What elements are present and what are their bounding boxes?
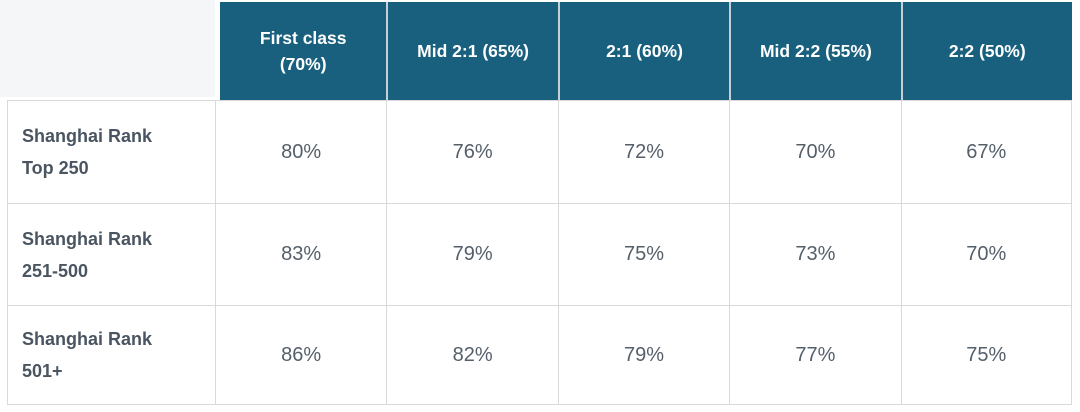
column-header-2-1: 2:1 (60%) bbox=[557, 2, 730, 100]
table-cell-value: 83% bbox=[215, 203, 387, 305]
table-cell-value: 70% bbox=[729, 100, 901, 203]
table-cell-value: 82% bbox=[386, 305, 558, 405]
table-cell-value: 75% bbox=[900, 305, 1072, 405]
table-cell-value: 73% bbox=[729, 203, 901, 305]
column-header-mid-2-1: Mid 2:1 (65%) bbox=[386, 2, 558, 100]
table-cell-value: 75% bbox=[557, 203, 730, 305]
table-cell-value: 67% bbox=[900, 100, 1072, 203]
row-label-251-500: Shanghai Rank 251-500 bbox=[7, 203, 215, 305]
table-corner-cell bbox=[0, 0, 215, 97]
table-cell-value: 72% bbox=[557, 100, 730, 203]
table-cell-value: 76% bbox=[386, 100, 558, 203]
row-label-501-plus: Shanghai Rank 501+ bbox=[7, 305, 215, 405]
table-cell-value: 79% bbox=[386, 203, 558, 305]
table-cell-value: 79% bbox=[557, 305, 730, 405]
row-label-top-250: Shanghai Rank Top 250 bbox=[7, 100, 215, 203]
column-header-2-2: 2:2 (50%) bbox=[900, 2, 1072, 100]
table-cell-value: 70% bbox=[900, 203, 1072, 305]
column-header-mid-2-2: Mid 2:2 (55%) bbox=[729, 2, 901, 100]
table-cell-value: 86% bbox=[215, 305, 387, 405]
table-cell-value: 77% bbox=[729, 305, 901, 405]
table-cell-value: 80% bbox=[215, 100, 387, 203]
grade-equivalency-table: First class (70%) Mid 2:1 (65%) 2:1 (60%… bbox=[0, 0, 1072, 405]
column-header-first-class: First class (70%) bbox=[220, 2, 387, 100]
